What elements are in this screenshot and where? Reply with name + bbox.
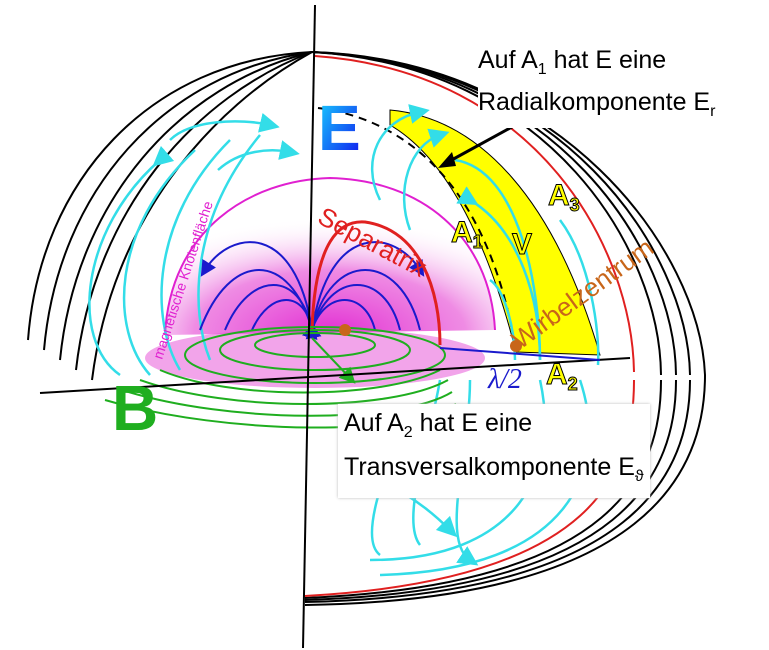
label-a3: A3 <box>548 179 580 215</box>
yellow-band-v <box>389 109 601 356</box>
label-e: E <box>318 92 361 164</box>
axes <box>39 4 631 649</box>
label-a1: A1 <box>451 216 483 252</box>
separatrix-curve <box>310 220 442 346</box>
right-wavefront-arcs <box>304 51 706 606</box>
dashed-boundary-a1 <box>317 107 517 353</box>
callout-a1-line1: Auf A1 hat E eine <box>478 46 667 78</box>
vortex-center-dot-near <box>339 324 351 336</box>
callout-a2: Auf A2 hat E eine Transversalkomponente … <box>338 404 650 498</box>
near-field-lines <box>199 241 425 340</box>
callout-a1: Auf A1 hat E eine Radialkomponente Er <box>478 44 716 128</box>
label-b: B <box>112 372 158 444</box>
label-half-wavelength: λ/2 <box>487 364 522 395</box>
vortex-center-dot <box>510 340 522 352</box>
callout-a2-line2: Transversalkomponente Eϑ <box>344 453 644 485</box>
tick-half-wavelength <box>439 347 601 361</box>
node-surface-outline <box>164 176 496 336</box>
callout-a2-line1: Auf A2 hat E eine <box>344 409 533 441</box>
label-v: V <box>512 228 532 261</box>
callout-a1-line2: Radialkomponente Er <box>478 88 716 120</box>
label-a2: A2 <box>546 358 578 394</box>
